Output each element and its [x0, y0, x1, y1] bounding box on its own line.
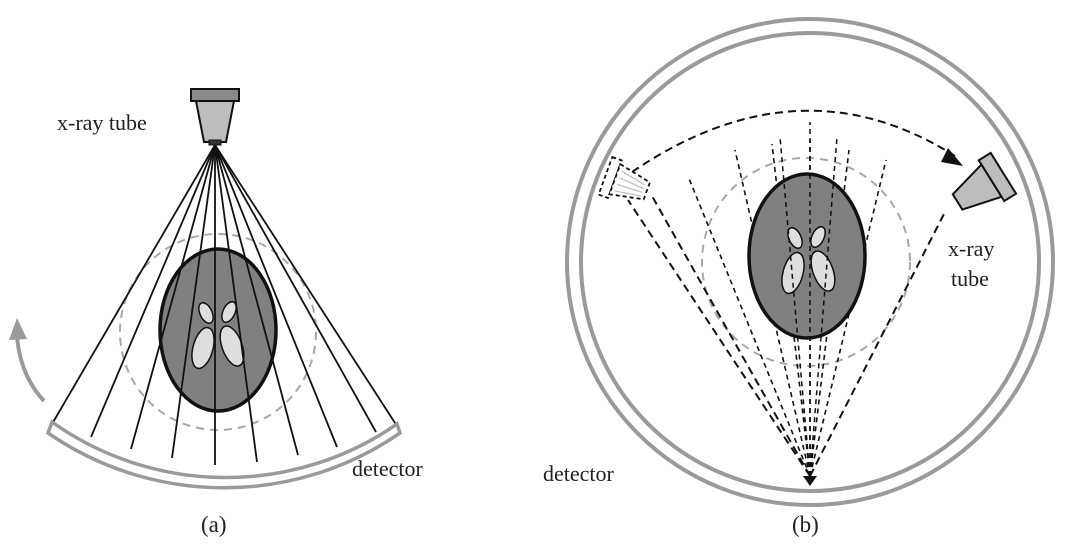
fan-ray-a-1 [90, 144, 216, 438]
detector-ring-outer-b [565, 17, 1055, 507]
xray-label-b: x-ray [948, 236, 994, 261]
fan-ray-b-7 [809, 159, 887, 477]
detector-label-a: detector [352, 456, 424, 481]
fan-ray-a-3 [171, 144, 216, 459]
organ-small-right-b [810, 225, 826, 249]
body-ellipse-a [158, 247, 278, 413]
phantom-b [747, 172, 867, 340]
xray-tube-label-a: x-ray tube [57, 110, 147, 135]
organ-large-left-b [781, 251, 805, 295]
fan-rays-b-over [779, 122, 838, 477]
xray-tube-b [951, 151, 1018, 211]
organ-small-left-a [198, 301, 214, 325]
fan-ray-b-3 [734, 149, 811, 477]
rotation-arrow-a [9, 318, 46, 403]
fan-ray-b-1 [651, 195, 811, 477]
fan-ray-b-4 [771, 143, 811, 477]
caption-b: (b) [792, 512, 819, 537]
tube-cap-a [190, 88, 240, 102]
fan-ray-b-over-0 [779, 136, 811, 477]
tube-label-b: tube [951, 266, 989, 291]
panel-a-fan-beam: x-ray tube detector (a) [9, 88, 424, 537]
fan-ray-a-8 [214, 144, 377, 433]
detector-ring-inner-b [579, 31, 1041, 493]
fan-ray-a-0 [51, 144, 216, 425]
detector-label-b: detector [543, 461, 615, 486]
organ-large-left-a [191, 326, 215, 370]
xray-tube-a [190, 88, 240, 146]
fan-ray-b-over-2 [809, 136, 838, 477]
phantom-a [158, 247, 278, 413]
xray-tube-ghost-b [597, 155, 651, 201]
organ-large-right-b [810, 250, 836, 292]
tube-tip-a [208, 139, 222, 146]
tube-rotation-arrow-b [631, 109, 963, 173]
fan-rays-a [51, 144, 398, 465]
fan-ray-a-6 [214, 144, 299, 456]
focal-point-arrow-b [803, 476, 817, 486]
tube-body-a [194, 100, 236, 143]
fan-ray-a-7 [214, 144, 338, 448]
detector-arc-a [45, 419, 403, 490]
fan-ray-a-2 [130, 144, 216, 450]
fan-ray-b-0 [627, 199, 811, 477]
rotation-circle-a [119, 233, 317, 431]
caption-a: (a) [201, 512, 227, 537]
body-ellipse-b [747, 172, 867, 340]
rotation-circle-b [701, 157, 911, 367]
fan-ray-a-5 [214, 144, 258, 463]
fan-ray-b-8 [809, 211, 946, 477]
organ-small-right-a [221, 300, 237, 324]
fan-ray-a-9 [214, 144, 398, 427]
panel-b-full-ring: x-ray tube detector (b) [543, 17, 1055, 537]
